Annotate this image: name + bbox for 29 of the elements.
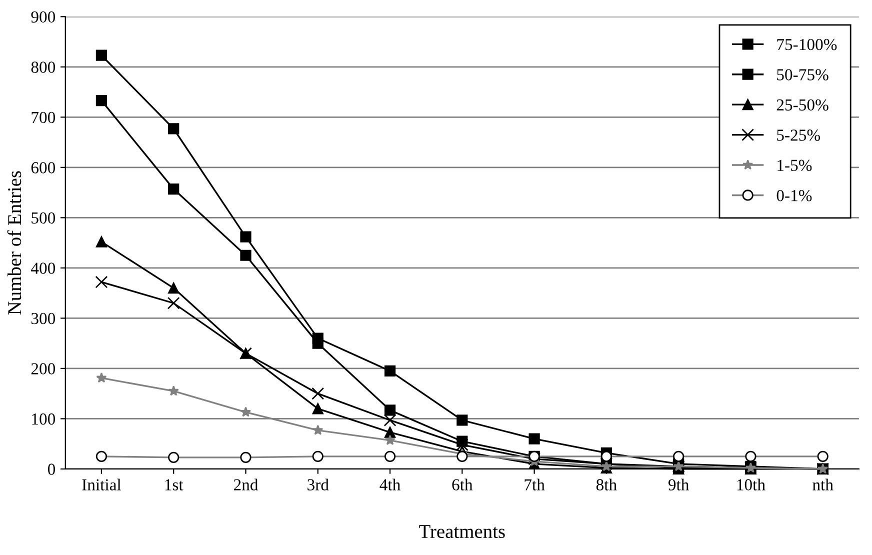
legend-label: 25-50% — [776, 99, 828, 111]
y-tick-label: 600 — [31, 162, 56, 174]
x-tick-label: 9th — [668, 478, 690, 490]
y-tick-label: 900 — [31, 11, 56, 23]
y-tick-label: 500 — [32, 212, 56, 224]
y-tick-label: 700 — [32, 112, 56, 124]
legend-label: 75-100% — [777, 38, 837, 50]
y-tick-label: 300 — [31, 312, 56, 324]
x-tick-label: 6th — [452, 478, 473, 490]
x-tick-label: 4th — [380, 478, 400, 490]
x-tick-label: 1st — [165, 479, 184, 490]
legend-label: 0-1% — [776, 190, 812, 202]
legend-label: 1-5% — [778, 160, 812, 172]
x-tick-label: 2nd — [234, 478, 258, 490]
y-tick-label: 100 — [32, 413, 56, 425]
y-axis-title: Number of Entries — [7, 171, 22, 315]
y-tick-label: 800 — [31, 62, 56, 73]
legend-label: 50-75% — [777, 69, 828, 80]
x-tick-label: Initial — [82, 478, 122, 490]
y-tick-label: 400 — [31, 262, 56, 274]
x-tick-label: 3rd — [308, 478, 329, 490]
x-tick-label: 10th — [737, 478, 766, 490]
x-tick-label: 8th — [596, 478, 617, 490]
y-tick-label: 200 — [31, 363, 56, 374]
x-axis-title: Treatments — [419, 525, 505, 538]
y-tick-label: 0 — [48, 464, 56, 475]
legend-label: 5-25% — [777, 130, 820, 141]
x-tick-label: 7th — [524, 478, 545, 490]
x-tick-label: nth — [812, 478, 834, 490]
